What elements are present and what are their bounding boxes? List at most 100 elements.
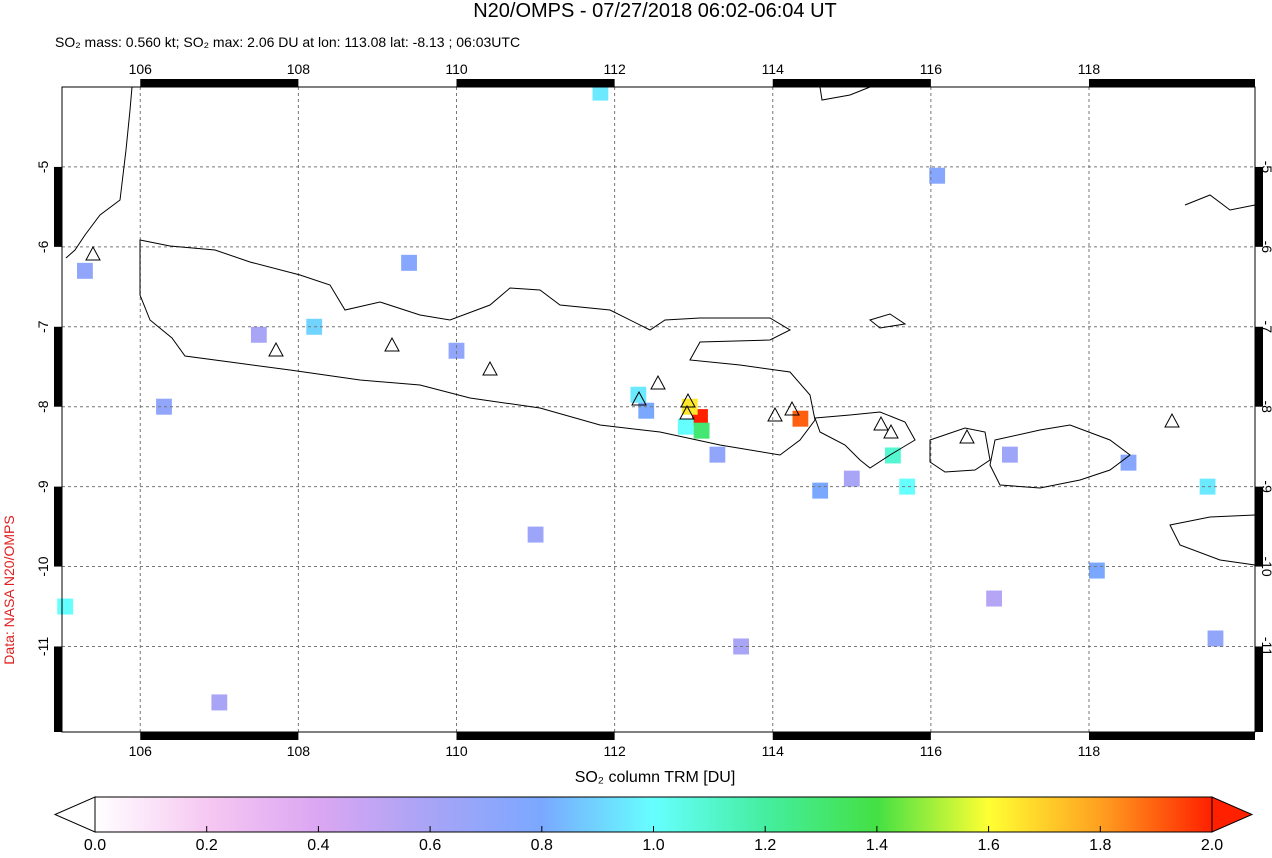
so2-pixel (812, 482, 829, 499)
x-tick-label: 112 (603, 743, 626, 759)
colorbar-tick-label: 0.6 (419, 837, 441, 853)
y-tick-label: -5 (35, 160, 51, 173)
x-tick-label: 116 (920, 61, 943, 77)
so2-pixel (57, 598, 74, 615)
grid-layer: 106 106 108 108 110 110 112 112 114 114 116 116 118 1… (35, 61, 1272, 759)
frame-bar (54, 326, 62, 407)
so2-pixel (1207, 630, 1224, 647)
credit: Data: NASA N20/OMPS (1, 515, 17, 664)
volcano (679, 404, 695, 420)
frame-bar (772, 79, 931, 87)
x-tick-label: 108 (287, 61, 311, 77)
coastline (989, 424, 1131, 489)
y-tick-label: -8 (35, 400, 51, 413)
coastline (814, 411, 916, 469)
title: N20/OMPS - 07/27/2018 06:02-06:04 UT (473, 0, 837, 22)
so2-pixel (250, 326, 267, 343)
volcano (959, 428, 975, 444)
coastline (868, 313, 907, 329)
coastline (819, 86, 871, 101)
frame-bar (1088, 79, 1255, 87)
so2-pixel (156, 398, 172, 415)
frame-bar (140, 79, 299, 87)
x-tick-label: 110 (445, 61, 468, 77)
volcano (650, 374, 666, 390)
so2-pixel (693, 422, 710, 439)
frame-bar (1255, 646, 1263, 732)
x-tick-label: 106 (129, 61, 153, 77)
y-tick-label: -10 (35, 556, 51, 576)
so2-pixel (448, 342, 465, 359)
frame-bar (140, 732, 299, 740)
y-tick-label: -11 (35, 637, 51, 656)
coastline (929, 427, 991, 473)
so2-pixel (1120, 454, 1137, 471)
colorbar-label: SO₂ column TRM [DU] (575, 769, 736, 786)
so2-pixel (1199, 478, 1216, 495)
x-tick-label: 108 (287, 743, 311, 759)
volcano (767, 406, 783, 422)
volcano (631, 390, 647, 406)
coastline (1169, 514, 1256, 566)
coastlines (65, 86, 1256, 566)
pixel-layer (57, 84, 1224, 711)
frame-bar (54, 646, 62, 732)
y-tick-label: -9 (35, 480, 51, 493)
frame-bar (1255, 166, 1263, 247)
so2-pixel (709, 446, 726, 463)
so2-pixel (899, 478, 916, 495)
colorbar: 0.0 0.2 0.4 0.6 0.8 1.0 1.2 1.4 1.6 1.8 2.0 (53, 796, 1254, 854)
colorbar-under (53, 796, 96, 833)
frame-bar (1088, 732, 1255, 740)
subtitle: SO₂ mass: 0.560 kt; SO₂ max: 2.06 DU at … (55, 34, 520, 50)
so2-pixel (77, 262, 93, 279)
y-tick-label: -7 (35, 320, 51, 333)
so2-pixel (986, 590, 1003, 607)
so2-pixel (1088, 562, 1105, 579)
volcano (873, 415, 889, 431)
colorbar-tick-label: 0.0 (84, 837, 106, 853)
x-tick-label: 112 (603, 61, 626, 77)
frame-bar (772, 732, 931, 740)
frame-bar (1255, 486, 1263, 567)
x-tick-label: 114 (762, 743, 785, 759)
colorbar-tick-label: 0.4 (307, 837, 329, 853)
volcano (883, 423, 899, 439)
frame-bar (456, 79, 615, 87)
x-tick-label: 106 (129, 743, 153, 759)
colorbar-tick-label: 0.2 (196, 837, 218, 853)
volcano (85, 245, 101, 261)
so2-pixel (843, 470, 860, 487)
coastline (1184, 194, 1256, 211)
volcano (784, 400, 800, 416)
colorbar-over (1211, 796, 1254, 833)
so2-pixel (401, 254, 417, 271)
frame-bar (54, 486, 62, 567)
colorbar-tick-label: 1.4 (866, 837, 888, 853)
so2-pixel (792, 410, 809, 427)
volcano (482, 360, 498, 376)
so2-pixel (211, 694, 228, 711)
colorbar-tick-label: 1.6 (977, 837, 999, 853)
coastline (65, 86, 133, 259)
colorbar-tick-label: 1.2 (754, 837, 776, 853)
so2-pixel (527, 526, 544, 543)
volcano (268, 341, 284, 357)
so2-pixel (677, 418, 694, 435)
frame-bar (54, 166, 62, 247)
colorbar-tick-label: 2.0 (1201, 837, 1223, 853)
coastline (139, 239, 816, 456)
volcano (1164, 412, 1180, 428)
frame-bar (456, 732, 615, 740)
x-tick-label: 110 (445, 743, 468, 759)
so2-pixel (929, 167, 946, 184)
map-border (61, 86, 1256, 733)
volcanoes (85, 245, 1180, 444)
colorbar-tick-label: 1.0 (642, 837, 664, 853)
so2-pixel (592, 84, 609, 101)
colorbar-tick-label: 1.8 (1089, 837, 1111, 853)
frame (54, 79, 1263, 740)
so2-pixel (1002, 446, 1018, 463)
x-tick-label: 118 (1078, 61, 1101, 77)
